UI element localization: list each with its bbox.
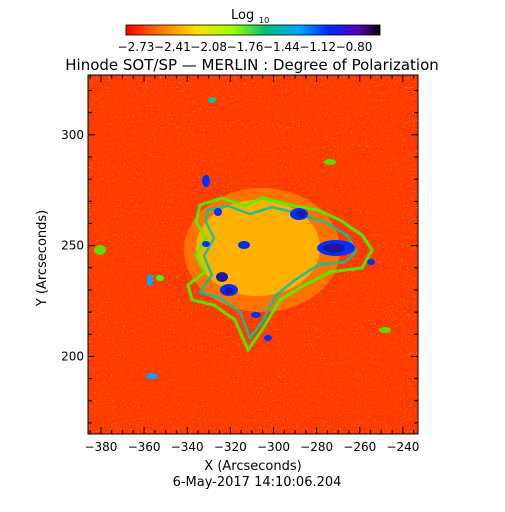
- y-tick-label: 300: [61, 128, 84, 142]
- x-tick-label: −380: [84, 440, 117, 454]
- colorbar-gradient: [125, 24, 381, 36]
- colorbar-tick-label: −0.80: [336, 40, 373, 54]
- colorbar-tick-label: −2.73: [118, 40, 155, 54]
- x-tick-label: −240: [386, 440, 419, 454]
- timestamp: 6-May-2017 14:10:06.204: [173, 475, 342, 490]
- y-axis: 200 250 300: [61, 90, 418, 424]
- colorbar-label: Log: [231, 8, 254, 23]
- x-tick-label: −260: [343, 440, 376, 454]
- colorbar-label-subscript: 10: [259, 16, 269, 25]
- colorbar-tick-label: −2.41: [154, 40, 191, 54]
- x-tick-label: −300: [257, 440, 290, 454]
- polarization-map: [88, 75, 418, 434]
- x-tick-label: −360: [128, 440, 161, 454]
- y-tick-label: 250: [61, 239, 84, 253]
- colorbar-tick-label: −1.76: [227, 40, 264, 54]
- plot-title: Hinode SOT/SP — MERLIN : Degree of Polar…: [65, 56, 439, 74]
- colorbar-tick-label: −1.12: [299, 40, 336, 54]
- x-tick-label: −280: [300, 440, 333, 454]
- plot-frame: [87, 74, 419, 435]
- y-tick-label: 200: [61, 349, 84, 363]
- colorbar-tick-labels: −2.73 −2.41 −2.08 −1.76 −1.44 −1.12 −0.80: [118, 40, 373, 54]
- colorbar: Log 10 −2.73 −2.41 −2.08 −1.76 −1.44 −1.12 −0.…: [118, 8, 381, 54]
- x-tick-label: −340: [171, 440, 204, 454]
- y-axis-label: Y (Arcseconds): [35, 210, 50, 307]
- colorbar-tick-label: −1.44: [263, 40, 300, 54]
- active-region: [94, 97, 391, 379]
- x-axis: −380 −360 −340 −320 −300 −280 −260 −240: [84, 75, 419, 454]
- x-tick-label: −320: [214, 440, 247, 454]
- x-axis-label: X (Arcseconds): [204, 459, 301, 474]
- colorbar-tick-label: −2.08: [190, 40, 227, 54]
